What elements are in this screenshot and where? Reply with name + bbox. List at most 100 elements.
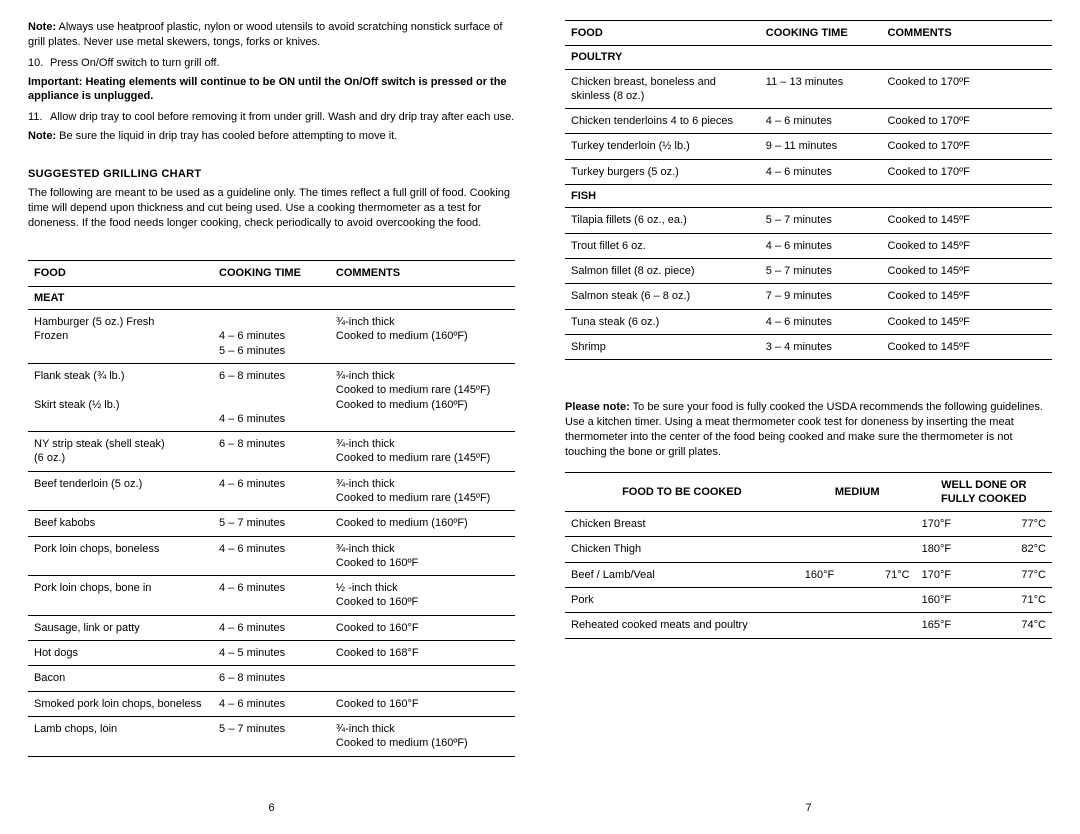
cell-comments: Cooked to 170ºF [882,159,1052,184]
cell-time: 9 – 11 minutes [760,134,882,159]
cell-medium [799,588,916,613]
poultry-label: POULTRY [565,46,1052,69]
cell-time: 4 – 6 minutes [213,536,330,576]
col-food: FOOD [28,261,213,286]
cell-comments: ¾-inch thick Cooked to medium (160ºF) [330,310,515,364]
cell-time: 4 – 5 minutes [213,641,330,666]
please-note-text: To be sure your food is fully cooked the… [565,401,1043,458]
cell-comments: ¾-inch thick Cooked to 160ºF [330,536,515,576]
poultry-fish-table: FOOD COOKING TIME COMMENTS POULTRY Chick… [565,20,1052,360]
step-11-text: Allow drip tray to cool before removing … [50,110,514,125]
cell-comments: Cooked to 168°F [330,641,515,666]
cell-food: Tuna steak (6 oz.) [565,309,760,334]
note-1-text: Always use heatproof plastic, nylon or w… [28,21,502,48]
cell-food: Tilapia fillets (6 oz., ea.) [565,208,760,233]
cell-food: Beef / Lamb/Veal [565,562,799,587]
cell-food: Flank steak (¾ lb.) Skirt steak (½ lb.) [28,363,213,431]
cell-comments: ¾-inch thick Cooked to medium (160ºF) [330,716,515,756]
cell-time: 4 – 6 minutes [760,309,882,334]
step-11: 11. Allow drip tray to cool before remov… [28,110,515,125]
table-row: Trout fillet 6 oz.4 – 6 minutesCooked to… [565,233,1052,258]
fish-label: FISH [565,185,1052,208]
table-row: Smoked pork loin chops, boneless4 – 6 mi… [28,691,515,716]
cell-comments: Cooked to 145ºF [882,334,1052,359]
cell-time: 4 – 6 minutes [760,109,882,134]
chart-heading: SUGGESTED GRILLING CHART [28,168,515,180]
meat-table: FOOD COOKING TIME COMMENTS MEAT Hamburge… [28,260,515,756]
cell-comments: ¾-inch thick Cooked to medium rare (145º… [330,363,515,431]
table-row: Bacon6 – 8 minutes [28,666,515,691]
cell-comments: ½ -inch thick Cooked to 160ºF [330,576,515,616]
cell-food: Trout fillet 6 oz. [565,233,760,258]
cell-medium [799,613,916,638]
table-header-row: FOOD COOKING TIME COMMENTS [28,261,515,286]
cell-food: Shrimp [565,334,760,359]
cell-comments: Cooked to 170ºF [882,69,1052,109]
cell-comments: ¾-inch thick Cooked to medium rare (145º… [330,432,515,472]
cell-time: 6 – 8 minutes [213,432,330,472]
cell-comments: Cooked to medium (160ºF) [330,511,515,536]
cell-food: Chicken breast, boneless and skinless (8… [565,69,760,109]
table-row: Tuna steak (6 oz.)4 – 6 minutesCooked to… [565,309,1052,334]
cell-food: Beef kabobs [28,511,213,536]
cell-comments: ¾-inch thick Cooked to medium rare (145º… [330,471,515,511]
cell-time: 4 – 6 minutes [760,159,882,184]
step-10-text: Press On/Off switch to turn grill off. [50,56,220,71]
fish-subhead: FISH [565,185,1052,208]
cell-time: 4 – 6 minutes [213,691,330,716]
cell-well: 170°F77°C [916,512,1052,537]
cell-time: 5 – 7 minutes [213,511,330,536]
cell-time: 4 – 6 minutes [213,576,330,616]
cell-medium [799,537,916,562]
table-row: Chicken tenderloins 4 to 6 pieces4 – 6 m… [565,109,1052,134]
cell-food: Hot dogs [28,641,213,666]
cell-well: 180°F82°C [916,537,1052,562]
table-row: Shrimp3 – 4 minutesCooked to 145ºF [565,334,1052,359]
meat-subhead: MEAT [28,286,515,309]
cell-food: Chicken Breast [565,512,799,537]
col-comments: COMMENTS [330,261,515,286]
col-time: COOKING TIME [213,261,330,286]
cell-time: 5 – 7 minutes [213,716,330,756]
cell-comments: Cooked to 160°F [330,615,515,640]
note-1: Note: Always use heatproof plastic, nylo… [28,20,515,50]
cell-food: Salmon steak (6 – 8 oz.) [565,284,760,309]
col-medium: MEDIUM [799,472,916,512]
cell-time: 7 – 9 minutes [760,284,882,309]
page-number-right: 7 [565,782,1052,814]
table-row: Flank steak (¾ lb.) Skirt steak (½ lb.)6… [28,363,515,431]
cell-time: 6 – 8 minutes 4 – 6 minutes [213,363,330,431]
cell-time: 5 – 7 minutes [760,258,882,283]
cell-time: 4 – 6 minutes [213,615,330,640]
cell-medium [799,512,916,537]
col-food-cooked: FOOD TO BE COOKED [565,472,799,512]
step-11-num: 11. [28,110,50,125]
cell-food: Pork [565,588,799,613]
table-row: NY strip steak (shell steak) (6 oz.)6 – … [28,432,515,472]
table-row: Pork loin chops, bone in4 – 6 minutes½ -… [28,576,515,616]
cell-time: 4 – 6 minutes [213,471,330,511]
cell-medium: 160°F71°C [799,562,916,587]
table-row: Turkey burgers (5 oz.)4 – 6 minutesCooke… [565,159,1052,184]
cell-food: Reheated cooked meats and poultry [565,613,799,638]
cell-food: Pork loin chops, bone in [28,576,213,616]
cell-comments: Cooked to 145ºF [882,284,1052,309]
cell-food: Salmon fillet (8 oz. piece) [565,258,760,283]
cell-comments: Cooked to 145ºF [882,208,1052,233]
cell-comments: Cooked to 170ºF [882,134,1052,159]
table-header-row: FOOD COOKING TIME COMMENTS [565,21,1052,46]
cell-time: 5 – 7 minutes [760,208,882,233]
table-row: Hot dogs4 – 5 minutesCooked to 168°F [28,641,515,666]
table-row: Beef / Lamb/Veal160°F71°C170°F77°C [565,562,1052,587]
cell-food: Smoked pork loin chops, boneless [28,691,213,716]
col-comments: COMMENTS [882,21,1052,46]
cell-comments: Cooked to 145ºF [882,233,1052,258]
note-2: Note: Be sure the liquid in drip tray ha… [28,129,515,144]
table-row: Turkey tenderloin (½ lb.)9 – 11 minutesC… [565,134,1052,159]
left-page: Note: Always use heatproof plastic, nylo… [28,20,515,814]
table-row: Hamburger (5 oz.) Fresh Frozen 4 – 6 min… [28,310,515,364]
cell-time: 11 – 13 minutes [760,69,882,109]
meat-label: MEAT [28,286,515,309]
note-2-label: Note: [28,130,56,142]
important-note: Important: Heating elements will continu… [28,75,515,105]
